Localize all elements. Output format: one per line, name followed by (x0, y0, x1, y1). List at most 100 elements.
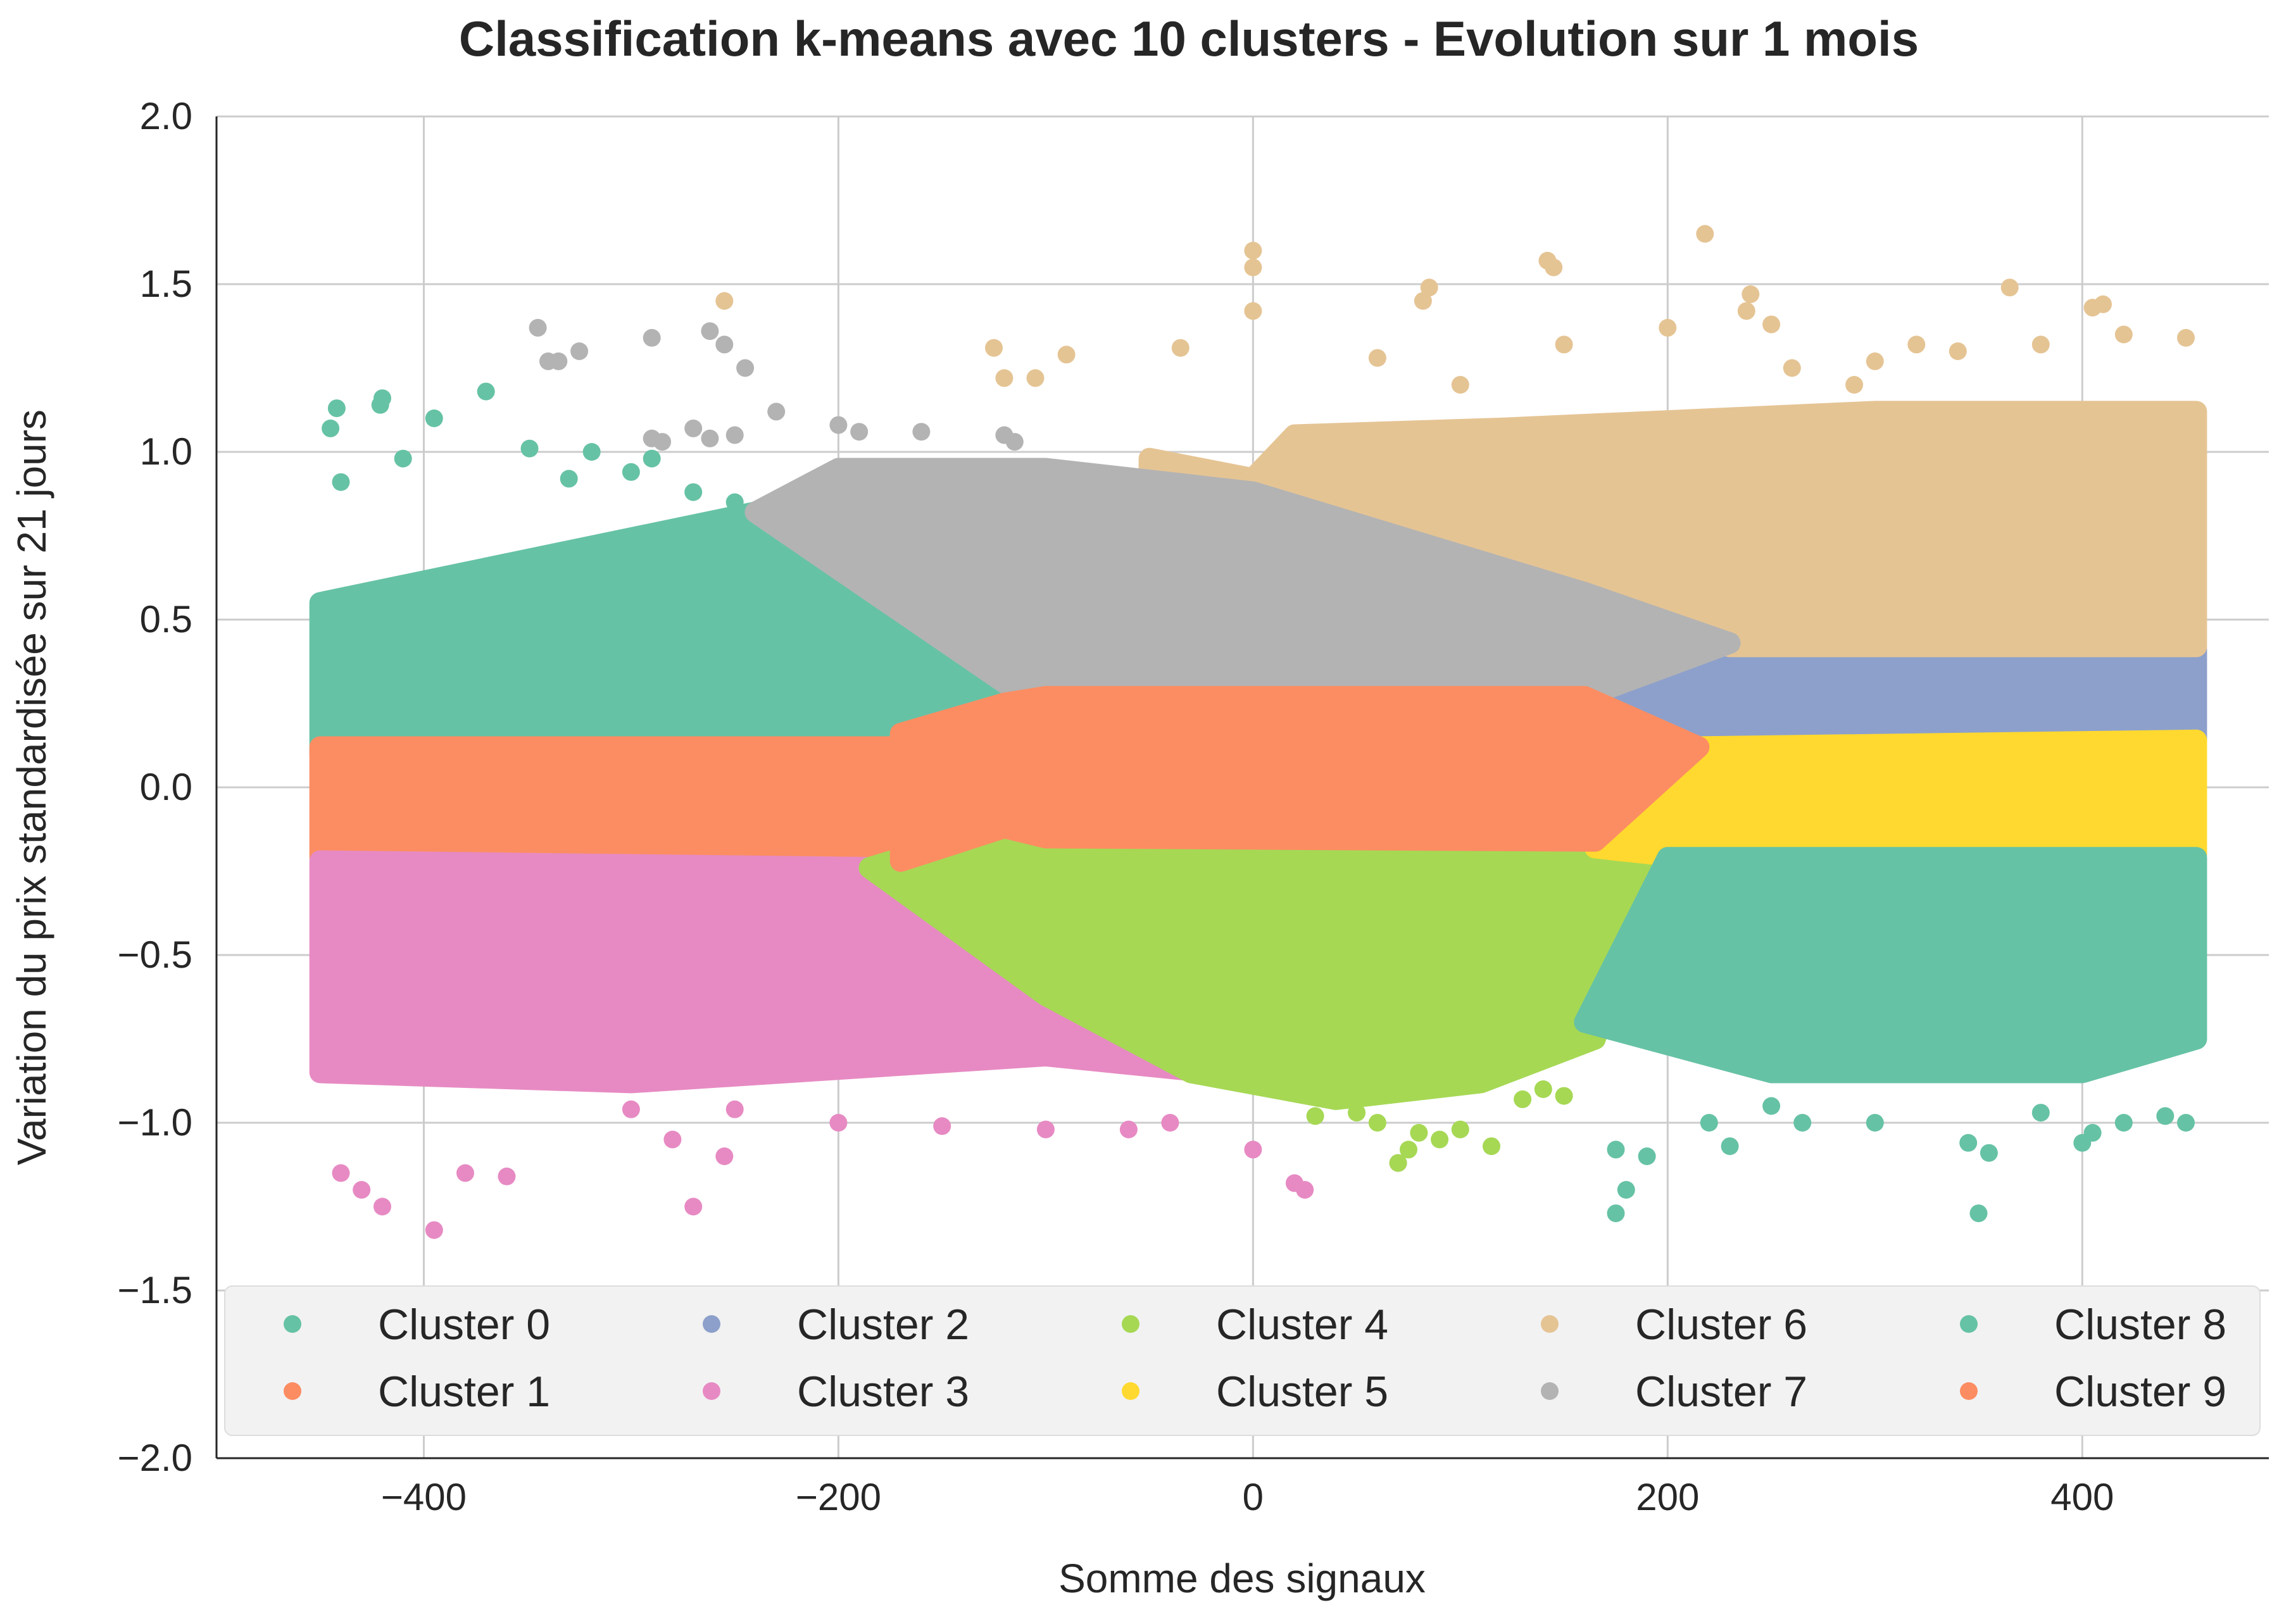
cluster-7-point (701, 429, 719, 447)
cluster-8-point (1721, 1137, 1739, 1156)
cluster-1-region (309, 736, 912, 869)
x-tick-label: 200 (1636, 1476, 1699, 1518)
legend-marker (703, 1315, 720, 1333)
cluster-regions (309, 401, 2207, 1110)
cluster-7-point (736, 359, 755, 377)
cluster-6-point (1762, 315, 1781, 334)
cluster-6-point (1451, 376, 1469, 394)
legend-marker (1960, 1382, 1978, 1400)
cluster-0-point (560, 470, 578, 488)
legend-label: Cluster 4 (1216, 1301, 1388, 1349)
cluster-0-point (582, 443, 601, 461)
cluster-6-point (2094, 295, 2112, 313)
cluster-6-point (1171, 339, 1189, 357)
cluster-8-point (2156, 1107, 2175, 1125)
y-tick-label: 1.5 (140, 263, 192, 305)
cluster-3-point (332, 1164, 350, 1182)
cluster-3-point (425, 1221, 443, 1239)
legend-label: Cluster 7 (1635, 1368, 1807, 1416)
cluster-8-point (2177, 1114, 2195, 1132)
legend-marker (703, 1382, 720, 1400)
cluster-3-point (1296, 1181, 1314, 1199)
cluster-7-point (912, 423, 931, 441)
y-tick-label: −1.0 (118, 1101, 192, 1144)
cluster-6-point (1057, 346, 1076, 364)
cluster-8-point (2031, 1104, 2050, 1122)
cluster-6-point (1026, 369, 1045, 387)
cluster-7-point (570, 342, 589, 360)
legend-box (224, 1285, 2261, 1436)
axes-spines (215, 116, 2269, 1459)
legend-label: Cluster 1 (378, 1368, 550, 1416)
cluster-0-point (327, 399, 346, 418)
cluster-6-point (1783, 359, 1801, 377)
cluster-4-point (1431, 1130, 1449, 1149)
cluster-7-point (684, 419, 703, 437)
cluster-8-region (1574, 847, 2207, 1084)
cluster-0-point (643, 449, 661, 468)
cluster-3-point (456, 1164, 474, 1182)
cluster-8-point (1980, 1144, 1998, 1162)
chart-title: Classification k-means avec 10 clusters … (459, 11, 1919, 66)
legend-marker (284, 1382, 301, 1400)
cluster-3-point (663, 1130, 682, 1149)
cluster-8-point (1793, 1114, 1812, 1132)
cluster-0-point (394, 449, 412, 468)
cluster-7-point (1005, 433, 1024, 451)
cluster-7-point (529, 318, 547, 337)
cluster-3-point (373, 1197, 391, 1216)
cluster-4-point (1534, 1080, 1552, 1098)
cluster-8-point (1638, 1147, 1656, 1165)
x-tick-label: 400 (2050, 1476, 2114, 1518)
cluster-3-point (725, 1100, 744, 1118)
cluster-6-point (1696, 225, 1714, 243)
x-tick-label: −400 (381, 1476, 467, 1518)
cluster-0-point (477, 382, 495, 401)
x-tick-label: 0 (1243, 1476, 1264, 1518)
legend-marker (284, 1315, 301, 1333)
cluster-6-point (1244, 242, 1262, 259)
cluster-3-point (715, 1147, 734, 1165)
cluster-8-point (2114, 1114, 2133, 1132)
cluster-6-point (1555, 335, 1573, 354)
cluster-4-point (1410, 1123, 1428, 1142)
legend-marker (1122, 1315, 1139, 1333)
y-tick-label: 1.0 (140, 430, 192, 473)
cluster-3-point (498, 1167, 516, 1185)
cluster-3-point (829, 1114, 848, 1132)
legend-marker (1960, 1315, 1978, 1333)
cluster-3-point (353, 1181, 371, 1199)
cluster-7-point (767, 403, 786, 421)
cluster-6-point (985, 339, 1003, 357)
y-tick-label: −2.0 (118, 1437, 192, 1479)
tick-labels: −400 −200 0 200 400 2.0 1.5 1.0 0.5 0.0 −0.5 −1.0 −1… (118, 95, 2114, 1518)
cluster-6-point (2114, 325, 2133, 344)
legend-label: Cluster 0 (378, 1301, 550, 1349)
cluster-7-point (725, 426, 744, 444)
cluster-8-point (2083, 1123, 2102, 1142)
legend-marker (1122, 1382, 1139, 1400)
cluster-7-point (701, 322, 719, 340)
cluster-4-point (1306, 1107, 1324, 1125)
cluster-6-point (1737, 302, 1755, 320)
cluster-6-point (1368, 349, 1386, 367)
cluster-4-point (1400, 1140, 1417, 1159)
legend-marker (1541, 1315, 1559, 1333)
cluster-3-point (1036, 1120, 1055, 1139)
legend: Cluster 0 Cluster 1 Cluster 2 Cluster 3 Clus… (224, 1285, 2261, 1436)
cluster-4-point (1514, 1090, 1532, 1108)
cluster-8-point (1959, 1134, 1978, 1152)
cluster-6-point (1244, 302, 1262, 320)
cluster-6-point (1949, 342, 1967, 360)
y-axis-label: Variation du prix standardisée sur 21 jo… (9, 409, 54, 1165)
cluster-3-point (622, 1100, 640, 1118)
cluster-0-point (371, 396, 389, 414)
legend-label: Cluster 3 (797, 1368, 969, 1416)
cluster-3-point (684, 1197, 703, 1216)
y-tick-label: −0.5 (118, 934, 192, 976)
cluster-6-point (1659, 318, 1677, 337)
y-tick-label: 2.0 (140, 95, 192, 137)
legend-marker (1541, 1382, 1559, 1400)
cluster-8-point (1762, 1097, 1781, 1115)
